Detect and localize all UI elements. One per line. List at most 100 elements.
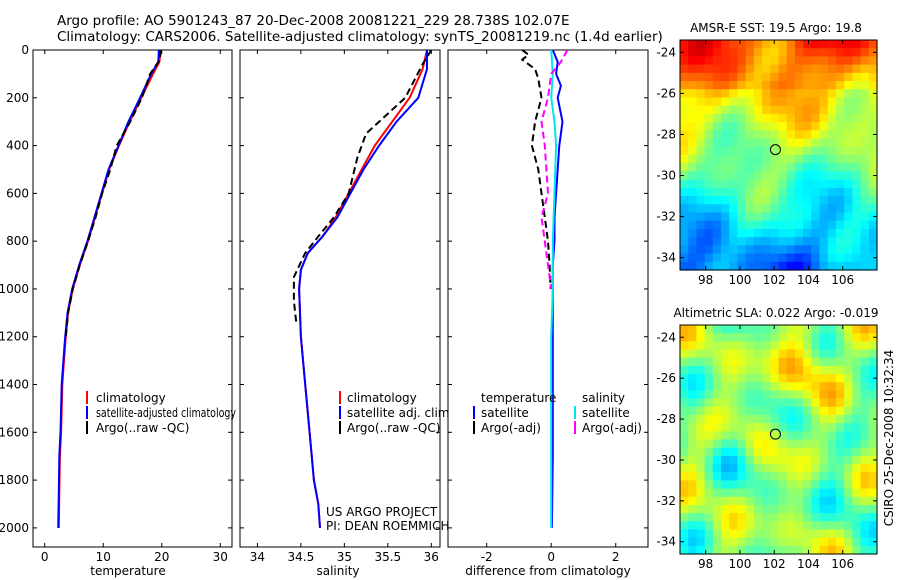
heatmap-cell <box>680 245 689 255</box>
heatmap-cell <box>819 341 829 351</box>
x-tick-label: 20 <box>154 550 169 564</box>
heatmap-cell <box>704 472 714 481</box>
heatmap-cell <box>753 220 763 230</box>
heatmap-cell <box>704 406 714 416</box>
heatmap-cell <box>704 220 714 230</box>
heatmap-cell <box>704 398 714 408</box>
heatmap-cell <box>778 171 788 181</box>
heatmap-cell <box>860 439 870 449</box>
heatmap-cell <box>860 130 870 140</box>
heatmap-cell <box>680 171 689 181</box>
heatmap-cell <box>794 521 804 531</box>
heatmap-cell <box>811 196 821 205</box>
heatmap-cell <box>770 414 780 424</box>
heatmap-cell <box>762 464 771 473</box>
heatmap-cell <box>712 261 722 271</box>
heatmap-cell <box>811 72 821 82</box>
heatmap-cell <box>712 196 722 205</box>
map-x-tick-label: 100 <box>729 557 752 571</box>
series-line-satellite <box>57 50 160 528</box>
heatmap-cell <box>844 72 853 82</box>
heatmap-cell <box>770 464 780 473</box>
heatmap-cell <box>803 163 812 173</box>
heatmap-cell <box>835 237 845 246</box>
heatmap-cell <box>745 81 755 90</box>
y-tick-label: 1000 <box>0 282 29 296</box>
y-tick-label: 600 <box>6 186 29 200</box>
heatmap-cell <box>762 97 771 107</box>
heatmap-cell <box>712 472 722 481</box>
heatmap-cell <box>811 187 821 197</box>
heatmap-cell <box>835 439 845 449</box>
heatmap-cell <box>860 261 870 271</box>
map-y-tick-label: -32 <box>656 494 676 508</box>
heatmap-cell <box>696 398 706 408</box>
heatmap-cell <box>835 40 845 49</box>
heatmap-cell <box>770 529 780 539</box>
heatmap-cell <box>803 261 812 271</box>
heatmap-cell <box>770 130 780 140</box>
heatmap-cell <box>745 105 755 115</box>
heatmap-cell <box>745 113 755 123</box>
heatmap-cell <box>762 146 771 156</box>
heatmap-cell <box>786 333 796 342</box>
heatmap-cell <box>794 423 804 432</box>
heatmap-cell <box>770 122 780 131</box>
heatmap-cell <box>680 521 689 531</box>
sla-map-panel: Altimetric SLA: 0.022 Argo: -0.019 98 100… <box>656 306 896 571</box>
heatmap-cell <box>819 40 829 49</box>
heatmap-cell <box>778 196 788 205</box>
heatmap-cell <box>721 406 730 416</box>
heatmap-cell <box>729 529 739 539</box>
heatmap-cell <box>868 228 878 238</box>
heatmap-cell <box>860 513 870 522</box>
x-tick-label: 35.5 <box>374 550 401 564</box>
heatmap-cell <box>819 228 829 238</box>
heatmap-cell <box>753 179 763 189</box>
heatmap-cell <box>860 431 870 441</box>
heatmap-cell <box>852 146 862 156</box>
heatmap-cell <box>778 56 788 66</box>
heatmap-cell <box>811 365 821 375</box>
heatmap-cell <box>729 464 739 473</box>
sst-heatmap <box>680 40 878 271</box>
legend-climatology: climatology <box>347 391 417 405</box>
heatmap-cell <box>762 341 771 351</box>
heatmap-cell <box>737 455 747 465</box>
heatmap-cell <box>696 187 706 197</box>
heatmap-cell <box>737 390 747 400</box>
heatmap-cell <box>852 423 862 432</box>
heatmap-cell <box>729 171 739 181</box>
heatmap-cell <box>762 220 771 230</box>
heatmap-cell <box>835 163 845 173</box>
heatmap-cell <box>835 187 845 197</box>
heatmap-cell <box>868 179 878 189</box>
heatmap-cell <box>737 122 747 131</box>
heatmap-cell <box>860 105 870 115</box>
heatmap-cell <box>762 72 771 82</box>
heatmap-cell <box>704 513 714 522</box>
heatmap-cell <box>762 253 771 263</box>
heatmap-cell <box>794 513 804 522</box>
heatmap-cell <box>852 196 862 205</box>
heatmap-cell <box>868 447 878 457</box>
heatmap-cell <box>794 179 804 189</box>
heatmap-cell <box>729 40 739 49</box>
heatmap-cell <box>844 414 853 424</box>
heatmap-cell <box>729 455 739 465</box>
heatmap-cell <box>729 105 739 115</box>
heatmap-cell <box>860 179 870 189</box>
sla-argo-marker <box>769 428 781 440</box>
heatmap-cell <box>778 138 788 148</box>
heatmap-cell <box>729 81 739 90</box>
heatmap-cell <box>712 390 722 400</box>
series-line-salinity-satellite <box>550 50 558 528</box>
heatmap-cell <box>696 472 706 481</box>
heatmap-cell <box>696 333 706 342</box>
heatmap-cell <box>819 374 829 383</box>
heatmap-cell <box>852 97 862 107</box>
heatmap-cell <box>827 237 837 246</box>
heatmap-cell <box>770 89 780 99</box>
heatmap-cell <box>737 423 747 432</box>
